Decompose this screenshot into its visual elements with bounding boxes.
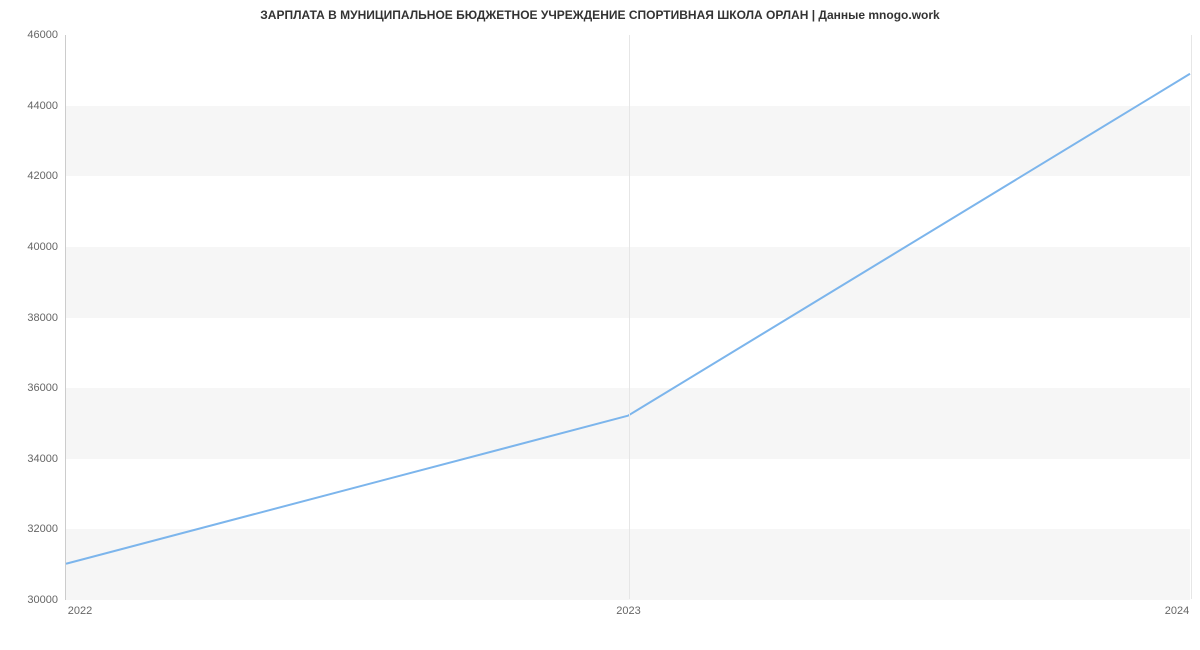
chart-title: ЗАРПЛАТА В МУНИЦИПАЛЬНОЕ БЮДЖЕТНОЕ УЧРЕЖ… <box>0 8 1200 22</box>
x-tick-label: 2023 <box>616 605 640 617</box>
y-tick-label: 40000 <box>27 241 58 253</box>
y-tick-label: 38000 <box>27 312 58 324</box>
salary-line-chart: ЗАРПЛАТА В МУНИЦИПАЛЬНОЕ БЮДЖЕТНОЕ УЧРЕЖ… <box>0 0 1200 650</box>
x-tick-label: 2024 <box>1165 605 1189 617</box>
x-tick-label: 2022 <box>68 605 92 617</box>
y-tick-label: 30000 <box>27 594 58 606</box>
y-tick-label: 46000 <box>27 29 58 41</box>
x-gridline <box>629 35 630 599</box>
y-tick-label: 44000 <box>27 100 58 112</box>
y-tick-label: 32000 <box>27 523 58 535</box>
y-tick-label: 36000 <box>27 382 58 394</box>
y-tick-label: 42000 <box>27 170 58 182</box>
y-tick-label: 34000 <box>27 453 58 465</box>
plot-area: 3000032000340003600038000400004200044000… <box>65 35 1190 600</box>
x-gridline <box>1191 35 1192 599</box>
